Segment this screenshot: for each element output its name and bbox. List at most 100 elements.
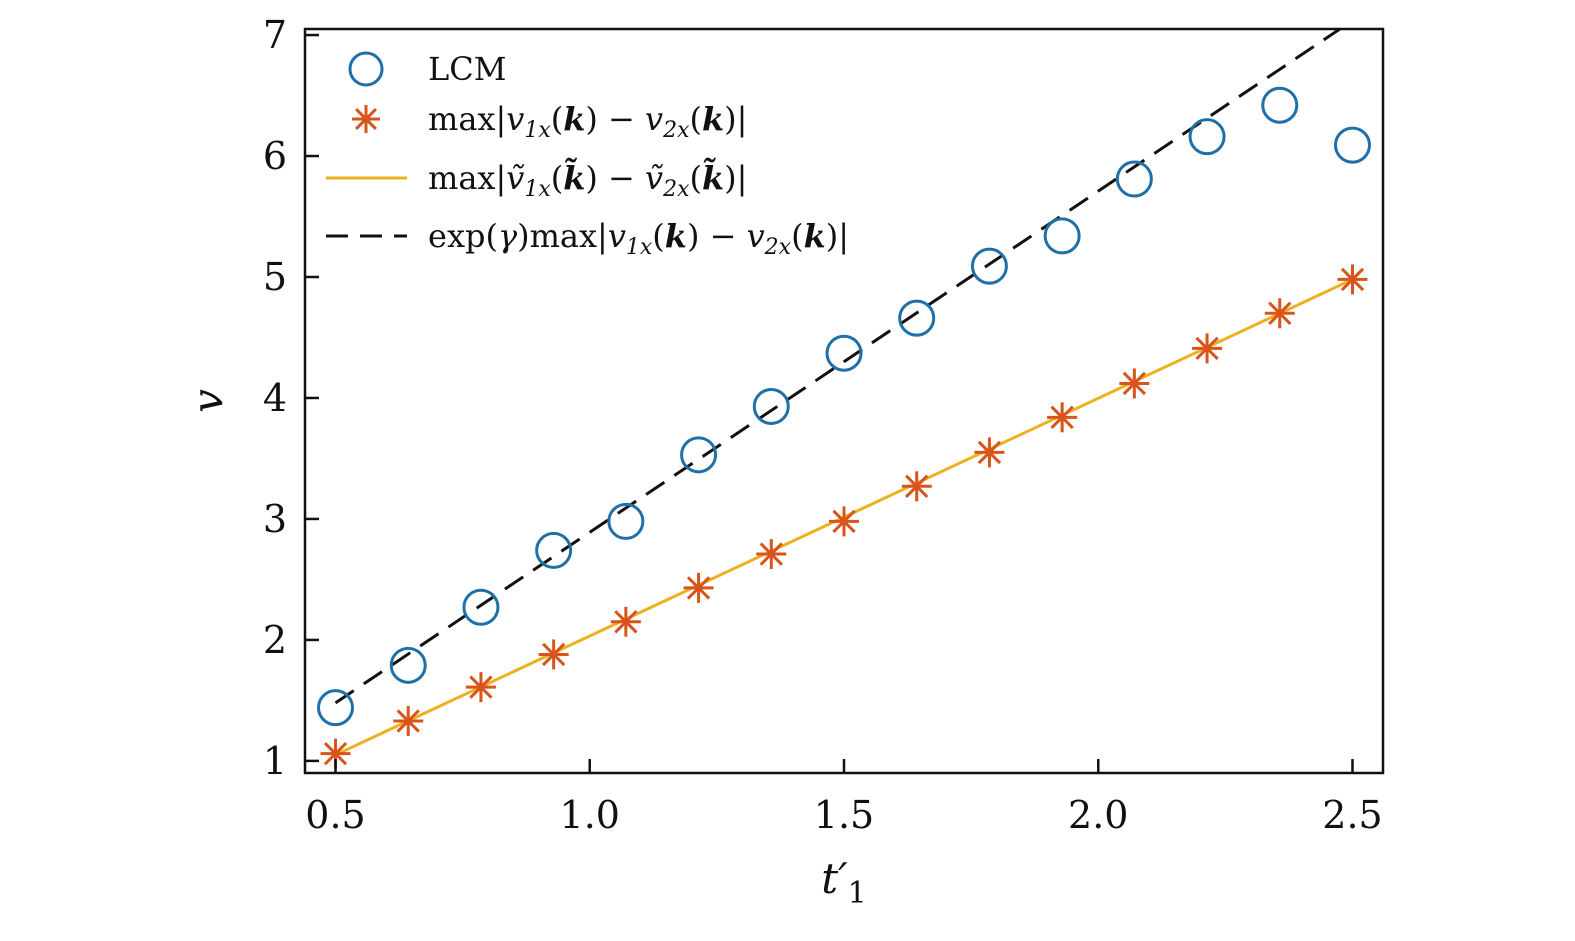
legend-label-part: )max| [517, 217, 608, 255]
lcm-point-7 [825, 334, 863, 372]
max-diff-point-6 [756, 539, 787, 570]
max-diff-point-1 [393, 705, 424, 736]
lcm-point-1 [389, 646, 427, 684]
legend-label-3: exp(γ)max|v1x(k) − v2x(k)| [428, 217, 849, 260]
legend-label-part: 1x [626, 235, 653, 260]
x-tick-label-2: 1.5 [814, 793, 874, 837]
legend-label-part: ( [791, 217, 803, 255]
y-axis-title: v [183, 389, 232, 413]
asterisk-stroke [977, 440, 1002, 465]
y-tick-label-0: 1 [263, 739, 287, 783]
legend-label-prefix: LCM [428, 50, 507, 88]
x-tick-label-0: 0.5 [305, 793, 365, 837]
legend-label-part: ( [551, 100, 563, 138]
y-tick-label-3: 4 [263, 376, 287, 420]
x-tick-label-1: 1.0 [560, 793, 620, 837]
legend-label-part: k̃ [563, 158, 585, 197]
asterisk-stroke [1050, 405, 1074, 429]
legend-symbol-asterisk [352, 105, 380, 133]
lcm-point-13 [1261, 86, 1299, 124]
legend-label-part: v [747, 217, 765, 255]
legend-label-1: max|v1x(k) − v2x(k)| [428, 100, 747, 143]
legend-label-part: ) [687, 217, 699, 255]
legend-label-part: ( [690, 100, 702, 138]
series-line-3 [334, 29, 1343, 705]
asterisk-stroke [1340, 267, 1365, 292]
max-diff-point-2 [465, 672, 496, 703]
legend-label-prefix: max| [428, 100, 506, 138]
asterisk-stroke [355, 108, 377, 130]
legend-label-part: ṽ [506, 159, 524, 197]
y-tick-label-1: 2 [263, 618, 287, 662]
legend-label-part: k [665, 217, 687, 255]
legend-label-part: )| [724, 159, 747, 197]
asterisk-stroke [686, 576, 711, 600]
lcm-point-0 [317, 689, 355, 727]
y-tick-label-5: 6 [263, 134, 287, 178]
legend-label-part: k̃ [702, 158, 724, 197]
legend-label-part: k [563, 100, 585, 138]
legend-label-part: ( [690, 159, 702, 197]
legend-label-part: v [506, 100, 524, 138]
legend-symbol-circle [348, 51, 384, 87]
max-diff-point-14 [1337, 264, 1368, 295]
plot-content [317, 29, 1371, 769]
lcm-point-8 [898, 299, 936, 337]
legend-label-part: 2x [662, 118, 690, 143]
y-tick-label-2: 3 [263, 497, 287, 541]
asterisk-stroke [469, 675, 493, 699]
legend-label-2: max|ṽ1x(k̃) − ṽ2x(k̃)| [428, 158, 747, 202]
legend-label-part: k [702, 100, 724, 138]
legend-label-part: 2x [764, 235, 792, 260]
legend-label-0: LCM [428, 50, 507, 88]
legend-label-part: ( [551, 159, 563, 197]
legend-label-part: 2x [662, 177, 690, 202]
max-diff-point-11 [1119, 368, 1150, 399]
axes: 0.5 1.0 1.5 2.0 2.5 1 2 3 4 5 6 7 [263, 13, 1385, 837]
legend-label-prefix: max| [428, 159, 506, 197]
y-tick-label-4: 5 [263, 255, 287, 299]
max-diff-point-5 [683, 572, 714, 603]
asterisk-stroke [1122, 371, 1147, 396]
legend-label-part: γ [498, 217, 518, 255]
max-diff-point-7 [829, 506, 859, 537]
legend-label-part: 1x [524, 118, 551, 143]
legend-label-part: )| [724, 100, 747, 138]
y-tick-label-6: 7 [263, 13, 287, 57]
asterisk-stroke [396, 709, 420, 733]
legend-label-part: v [645, 100, 663, 138]
asterisk-stroke [614, 610, 638, 634]
x-tick-label-4: 2.5 [1322, 793, 1382, 837]
asterisk-stroke [905, 474, 929, 498]
legend-item-1: max|v1x(k) − v2x(k)| [352, 100, 747, 143]
lcm-point-3 [535, 531, 573, 569]
lcm-point-10 [1043, 217, 1081, 255]
legend-label-part: )| [826, 217, 849, 255]
max-diff-point-10 [1047, 402, 1078, 433]
lcm-point-9 [970, 247, 1008, 285]
max-diff-point-13 [1264, 298, 1295, 329]
asterisk-stroke [323, 741, 348, 766]
max-diff-point-9 [974, 437, 1005, 468]
max-diff-point-12 [1192, 333, 1223, 364]
lcm-point-6 [752, 387, 790, 425]
x-axis-title-subscript: 1 [848, 876, 867, 911]
legend-label-part: ) [585, 159, 597, 197]
legend-item-2: max|ṽ1x(k̃) − ṽ2x(k̃)| [326, 158, 747, 202]
plot-frame [303, 27, 1385, 775]
lcm-point-2 [462, 588, 500, 626]
legend-label-part: k [804, 217, 826, 255]
x-tick-label-3: 2.0 [1068, 793, 1128, 837]
legend-label-part: − [598, 159, 645, 197]
legend-label-part: 1x [524, 177, 551, 202]
max-diff-point-8 [901, 471, 932, 502]
legend-label-part: ṽ [645, 159, 663, 197]
asterisk-stroke [1195, 336, 1219, 361]
lcm-point-11 [1115, 160, 1153, 198]
asterisk-stroke [1268, 301, 1292, 325]
legend-label-part: − [598, 100, 645, 138]
lcm-point-12 [1188, 118, 1226, 156]
legend-item-3: exp(γ)max|v1x(k) − v2x(k)| [326, 217, 849, 260]
